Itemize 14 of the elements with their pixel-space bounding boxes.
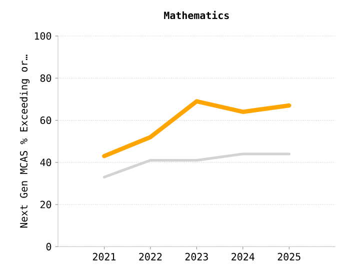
- chart-title: Mathematics: [164, 10, 229, 20]
- line-series: [102, 99, 292, 158]
- x-tick-label: 2021: [92, 252, 116, 260]
- x-tick-label: 2024: [232, 252, 254, 260]
- y-axis-title: Next Gen MCAS % Exceeding or…: [20, 54, 30, 228]
- y-tick-label: 0: [46, 242, 52, 250]
- y-tick-label: 100: [34, 32, 52, 40]
- x-tick-label: 2023: [185, 252, 208, 260]
- y-tick-label: 80: [40, 74, 52, 82]
- x-tick-label: 2025: [278, 252, 300, 260]
- y-tick-label: 40: [40, 158, 52, 166]
- x-tick-label: 2022: [139, 252, 162, 260]
- y-tick-label: 60: [40, 116, 52, 124]
- y-tick-label: 20: [40, 200, 52, 208]
